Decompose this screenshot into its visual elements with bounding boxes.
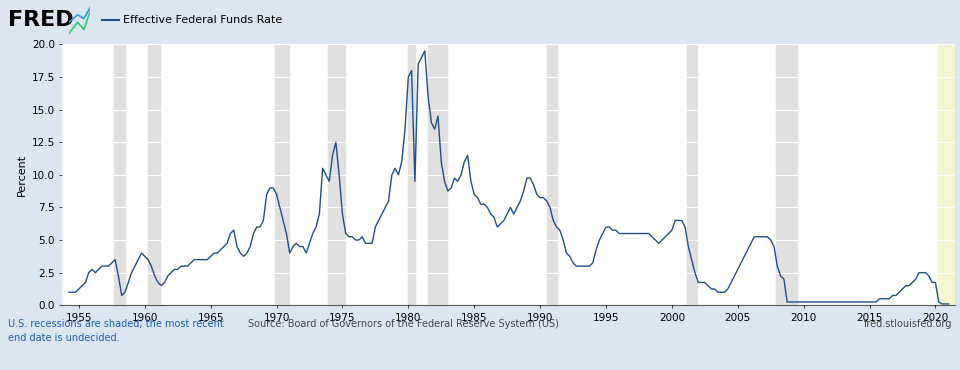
Text: Source: Board of Governors of the Federal Reserve System (US): Source: Board of Governors of the Federa…	[248, 319, 559, 330]
Text: U.S. recessions are shaded; the most recent
end date is undecided.: U.S. recessions are shaded; the most rec…	[8, 319, 224, 343]
Text: FRED: FRED	[8, 10, 73, 30]
Bar	[276, 44, 289, 305]
Text: fred.stlouisfed.org: fred.stlouisfed.org	[864, 319, 952, 330]
Y-axis label: Percent: Percent	[17, 154, 27, 196]
Text: Effective Federal Funds Rate: Effective Federal Funds Rate	[123, 15, 282, 25]
Bar	[408, 44, 415, 305]
Bar	[546, 44, 557, 305]
Bar	[687, 44, 697, 305]
Bar	[428, 44, 446, 305]
Bar	[938, 44, 955, 305]
Bar	[148, 44, 160, 305]
Bar	[328, 44, 345, 305]
Bar	[114, 44, 125, 305]
Bar	[777, 44, 797, 305]
